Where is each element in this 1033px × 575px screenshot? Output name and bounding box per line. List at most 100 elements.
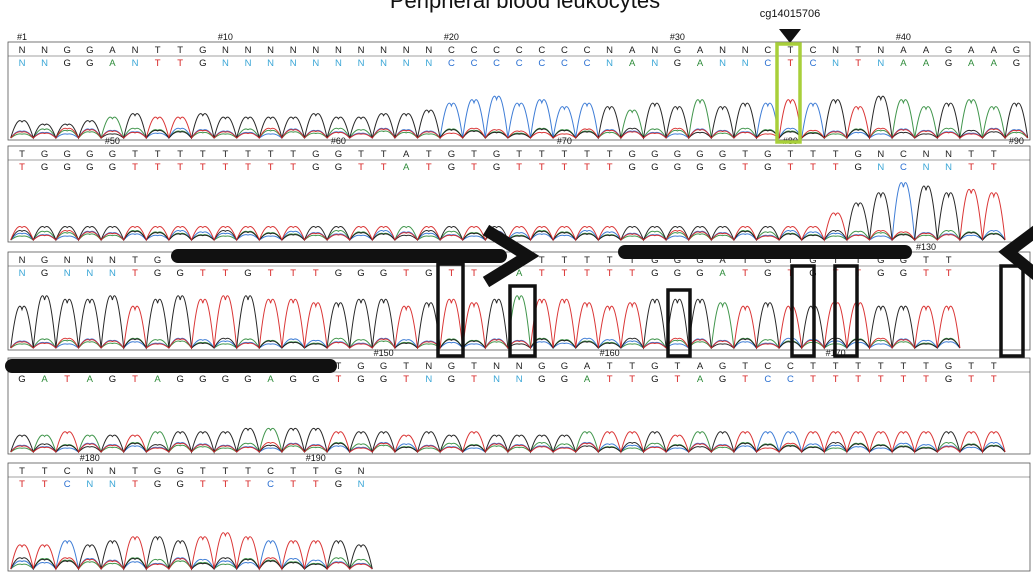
base-call-primary: G	[674, 255, 681, 266]
base-call-primary: T	[200, 149, 206, 160]
base-call-primary: G	[64, 45, 71, 56]
base-call-colored: T	[335, 374, 341, 385]
base-call-colored: N	[742, 58, 749, 69]
trace-line	[10, 295, 961, 350]
base-call-colored: G	[222, 374, 229, 385]
base-call-colored: N	[380, 58, 387, 69]
base-call-colored: T	[132, 268, 138, 279]
base-call-colored: N	[651, 58, 658, 69]
base-call-colored: A	[41, 374, 48, 385]
base-call-primary: N	[64, 255, 71, 266]
base-call-primary: T	[561, 149, 567, 160]
base-call-colored: N	[41, 58, 48, 69]
base-call-colored: G	[877, 268, 884, 279]
base-call-colored: T	[584, 268, 590, 279]
base-call-colored: G	[244, 374, 251, 385]
trace-line	[10, 431, 1006, 454]
base-call-colored: A	[697, 58, 704, 69]
base-call-colored: T	[132, 162, 138, 173]
trace-line	[10, 536, 373, 571]
base-call-primary: G	[651, 149, 658, 160]
base-call-colored: N	[877, 162, 884, 173]
base-call-primary: G	[651, 255, 658, 266]
base-call-colored: T	[268, 162, 274, 173]
row-frame	[7, 357, 1031, 455]
base-call-colored: T	[403, 268, 409, 279]
base-call-primary: T	[19, 466, 25, 477]
base-call-colored: T	[290, 268, 296, 279]
base-call-colored: C	[561, 58, 568, 69]
position-marker: #160	[600, 348, 620, 358]
base-call-colored: T	[810, 374, 816, 385]
base-call-primary: T	[155, 149, 161, 160]
base-call-colored: T	[742, 162, 748, 173]
base-call-colored: G	[764, 162, 771, 173]
reverse-primer-arrowhead	[998, 225, 1033, 281]
base-call-colored: A	[584, 374, 591, 385]
base-call-colored: G	[109, 374, 116, 385]
base-call-colored: T	[313, 268, 319, 279]
base-call-colored: G	[290, 374, 297, 385]
base-call-primary: T	[290, 466, 296, 477]
position-marker: #180	[80, 453, 100, 463]
base-call-primary: T	[471, 361, 477, 372]
trace-line	[10, 188, 1006, 242]
base-call-colored: N	[19, 58, 26, 69]
base-call-colored: G	[109, 162, 116, 173]
base-call-colored: G	[945, 374, 952, 385]
base-call-primary: N	[358, 466, 365, 477]
base-call-colored: G	[651, 162, 658, 173]
base-call-primary: G	[448, 149, 455, 160]
position-marker: #190	[306, 453, 326, 463]
base-call-colored: C	[493, 58, 500, 69]
base-call-colored: G	[335, 268, 342, 279]
base-call-primary: T	[674, 361, 680, 372]
base-call-primary: T	[200, 466, 206, 477]
base-call-primary: N	[877, 149, 884, 160]
trace-row: T T C N N T G G T T T C T T G NT T C N N T G G T T T C T T G N#180 #190	[7, 453, 1031, 572]
base-call-primary: N	[290, 45, 297, 56]
base-call-primary: T	[607, 361, 613, 372]
base-call-primary: G	[41, 149, 48, 160]
cpg-site-box	[436, 262, 465, 358]
base-call-colored: C	[764, 374, 771, 385]
base-call-primary: G	[154, 255, 161, 266]
base-call-colored: G	[199, 374, 206, 385]
base-call-colored: N	[516, 374, 523, 385]
base-call-primary: T	[923, 255, 929, 266]
base-call-colored: N	[358, 479, 365, 490]
base-call-primary: T	[335, 361, 341, 372]
base-call-primary: N	[222, 45, 229, 56]
base-call-colored: G	[719, 374, 726, 385]
base-call-primary: C	[448, 45, 455, 56]
position-marker: #70	[557, 136, 572, 146]
base-call-primary: T	[833, 255, 839, 266]
figure-title: Peripheral blood leukocytes	[390, 0, 660, 13]
base-call-colored: G	[335, 162, 342, 173]
base-call-colored: T	[19, 162, 25, 173]
base-call-primary: C	[900, 149, 907, 160]
base-call-primary: G	[674, 149, 681, 160]
base-call-primary: N	[945, 149, 952, 160]
base-call-colored: G	[177, 268, 184, 279]
base-call-colored: N	[606, 58, 613, 69]
base-call-primary: T	[313, 466, 319, 477]
base-call-primary: G	[945, 361, 952, 372]
trace-line	[10, 532, 373, 571]
base-call-colored: T	[968, 162, 974, 173]
base-call-colored: T	[200, 479, 206, 490]
trace-line	[10, 99, 1029, 140]
base-call-primary: T	[155, 45, 161, 56]
base-call-primary: N	[86, 466, 93, 477]
base-call-primary: A	[697, 361, 704, 372]
base-call-primary: T	[629, 361, 635, 372]
base-call-primary: N	[312, 45, 319, 56]
base-call-primary: G	[651, 361, 658, 372]
base-call-primary: A	[719, 255, 726, 266]
position-marker: #20	[444, 32, 459, 42]
base-call-primary: T	[878, 361, 884, 372]
row-frame	[7, 41, 1031, 141]
row-frame	[7, 462, 1031, 572]
